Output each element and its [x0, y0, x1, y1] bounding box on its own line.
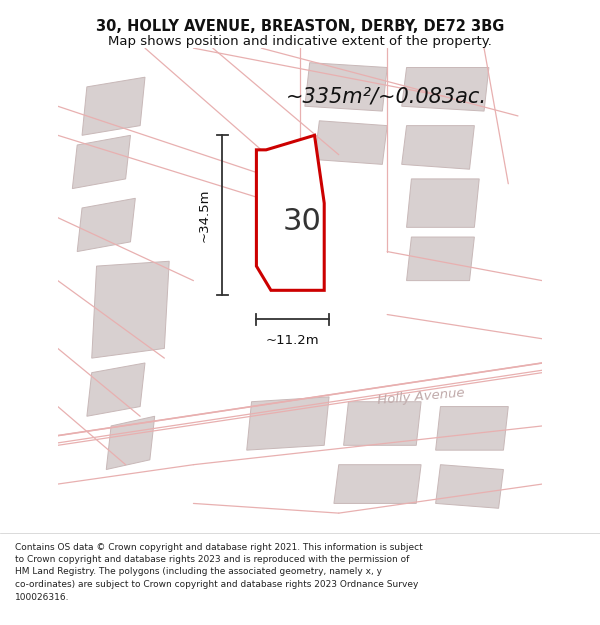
Polygon shape — [106, 416, 155, 469]
Polygon shape — [407, 179, 479, 227]
Text: 30: 30 — [283, 208, 322, 236]
Polygon shape — [436, 406, 508, 450]
Polygon shape — [344, 402, 421, 445]
Text: Holly Avenue: Holly Avenue — [377, 387, 465, 407]
Polygon shape — [82, 77, 145, 135]
Text: Contains OS data © Crown copyright and database right 2021. This information is : Contains OS data © Crown copyright and d… — [15, 542, 423, 601]
Text: 30, HOLLY AVENUE, BREASTON, DERBY, DE72 3BG: 30, HOLLY AVENUE, BREASTON, DERBY, DE72 … — [96, 19, 504, 34]
Polygon shape — [305, 62, 387, 111]
Polygon shape — [407, 237, 475, 281]
Text: ~11.2m: ~11.2m — [266, 334, 320, 347]
Polygon shape — [87, 363, 145, 416]
Polygon shape — [402, 68, 489, 111]
Polygon shape — [92, 261, 169, 358]
Polygon shape — [73, 135, 130, 189]
Polygon shape — [402, 126, 475, 169]
Text: ~34.5m: ~34.5m — [197, 189, 211, 242]
Text: Map shows position and indicative extent of the property.: Map shows position and indicative extent… — [108, 36, 492, 48]
Text: ~335m²/~0.083ac.: ~335m²/~0.083ac. — [286, 86, 487, 106]
Polygon shape — [314, 121, 387, 164]
Polygon shape — [256, 135, 324, 290]
Polygon shape — [436, 465, 503, 508]
Polygon shape — [247, 397, 329, 450]
Polygon shape — [77, 198, 136, 251]
Polygon shape — [334, 465, 421, 504]
